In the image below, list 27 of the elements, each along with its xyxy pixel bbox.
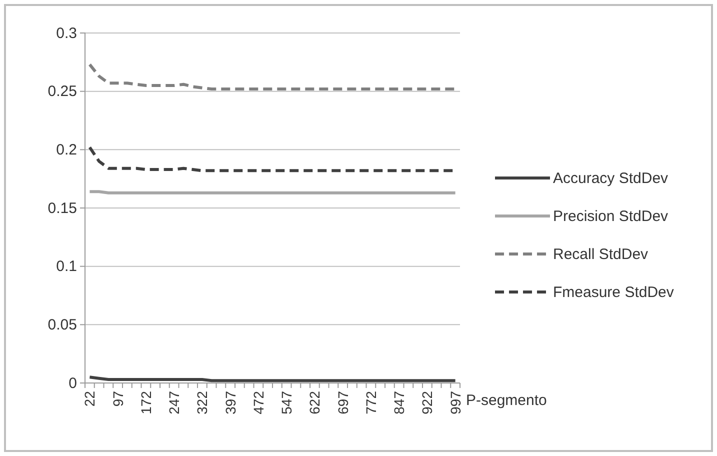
y-tick-label: 0.1 bbox=[56, 258, 77, 276]
x-tick-label: 397 bbox=[222, 390, 238, 414]
x-tick-label: 922 bbox=[419, 390, 436, 414]
x-tick-label: 547 bbox=[278, 390, 295, 414]
x-tick-label: 247 bbox=[166, 390, 182, 414]
x-tick-label: 97 bbox=[110, 390, 126, 407]
x-tick-label: 847 bbox=[391, 390, 408, 414]
legend-label: Precision StdDev bbox=[553, 208, 669, 225]
y-tick-label: 0 bbox=[68, 374, 77, 392]
x-axis-title: P-segmento bbox=[466, 392, 547, 409]
y-tick-label: 0.05 bbox=[48, 316, 77, 334]
line-series bbox=[88, 63, 457, 90]
x-tick-label: 997 bbox=[447, 390, 464, 414]
x-tick-label: 772 bbox=[362, 390, 379, 414]
y-tick-label: 0.3 bbox=[56, 24, 77, 42]
legend-label: Fmeasure StdDev bbox=[553, 284, 674, 301]
x-tick-label: 322 bbox=[194, 390, 210, 414]
x-tick-label: 22 bbox=[82, 390, 98, 407]
x-tick-label: 172 bbox=[138, 390, 154, 414]
y-tick-label: 0.25 bbox=[48, 83, 77, 100]
y-tick-label: 0.15 bbox=[48, 200, 77, 217]
y-tick-label: 0.2 bbox=[56, 141, 77, 158]
x-tick-label: 697 bbox=[334, 390, 351, 414]
x-tick-label: 472 bbox=[250, 390, 266, 414]
legend-label: Recall StdDev bbox=[553, 246, 649, 263]
x-tick-label: 622 bbox=[306, 390, 323, 414]
legend-label: Accuracy StdDev bbox=[553, 170, 669, 187]
